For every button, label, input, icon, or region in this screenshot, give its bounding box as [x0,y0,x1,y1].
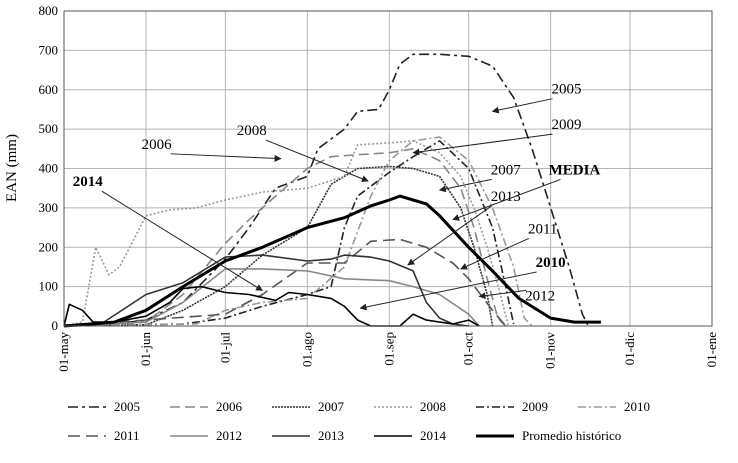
legend-label: 2013 [318,428,344,443]
legend-label: 2009 [522,399,548,414]
legend-label: 2011 [114,428,140,443]
y-tick-label: 0 [52,318,59,333]
series-line-2007 [63,165,494,327]
x-tick-label: 01-oct [461,332,476,366]
x-tick-label: 01.ago [299,332,314,367]
legend-label: 2005 [114,399,140,414]
annotation-label: 2012 [525,288,555,304]
legend-label: 2006 [216,399,243,414]
y-tick-label: 800 [39,3,59,18]
legend-label: 2007 [318,399,345,414]
y-tick-label: 100 [39,279,59,294]
annotation-arrow [452,178,561,221]
annotation-label: 2010 [536,255,566,271]
annotation-arrow [265,139,369,183]
annotation-label: 2005 [552,82,582,98]
annotation-label: 2006 [142,137,173,153]
y-tick-label: 500 [39,121,59,136]
x-tick-label: 01-nov [543,332,558,369]
series-line-2006 [63,148,507,327]
annotation-arrow [460,238,529,270]
annotation-arrow [412,133,553,156]
x-tick-label: 01.sep [381,332,396,366]
annotation-arrow [359,271,537,311]
y-axis-label: EAN (mm) [4,134,20,202]
series-line-2011 [63,238,507,327]
annotation-label: 2008 [237,123,267,139]
series-line-2010 [63,136,533,327]
annotation-label: 2011 [528,221,557,237]
annotation-arrow [491,98,553,114]
annotation-arrow [101,190,263,291]
plot-border [63,10,713,327]
series-line-promedio-hist-rico [63,194,601,328]
y-tick-label: 600 [39,82,59,97]
legend-label: 2010 [624,399,650,414]
legend: 2005 2006 2007 2008 2009 2010 2011 2012 2013 2014… [68,399,650,443]
series-line-2013 [63,254,469,327]
annotation-arrow [478,289,527,300]
legend-label: 2012 [216,428,242,443]
series-line-2012 [63,268,480,327]
annotation-arrow [438,178,492,193]
annotation-label: 2007 [491,162,522,178]
x-tick-label: 01-ene [704,332,719,368]
x-tick-label: 01-jul [217,332,232,363]
y-tick-label: 200 [39,239,59,254]
legend-label: Promedio histórico [522,428,621,443]
annotations: 2005 2009 2008 2006 2007 MEDIA 2014 2013 2011 201… [73,82,601,311]
x-tick-label: 01-may [56,332,71,372]
x-tick-label: 01-dic [622,332,637,365]
y-tick-label: 300 [39,200,59,215]
annotation-arrow [407,205,492,266]
annotation-label: MEDIA [549,162,601,178]
y-tick-label: 400 [39,161,59,176]
legend-label: 2008 [420,399,446,414]
x-tick-label: 01-jun [138,332,153,366]
annotation-label: 2014 [73,174,104,190]
legend-label: 2014 [420,428,447,443]
axes: 0 100 200 300 400 500 600 700 800 01-may 01-jun 01-… [39,3,720,372]
annotation-arrow [170,153,282,162]
grid [63,10,713,327]
annotation-label: 2009 [552,117,582,133]
series-line-2008 [63,140,510,327]
series-line-2014 [63,285,480,327]
y-tick-label: 700 [39,42,59,57]
annotation-label: 2013 [491,189,521,205]
